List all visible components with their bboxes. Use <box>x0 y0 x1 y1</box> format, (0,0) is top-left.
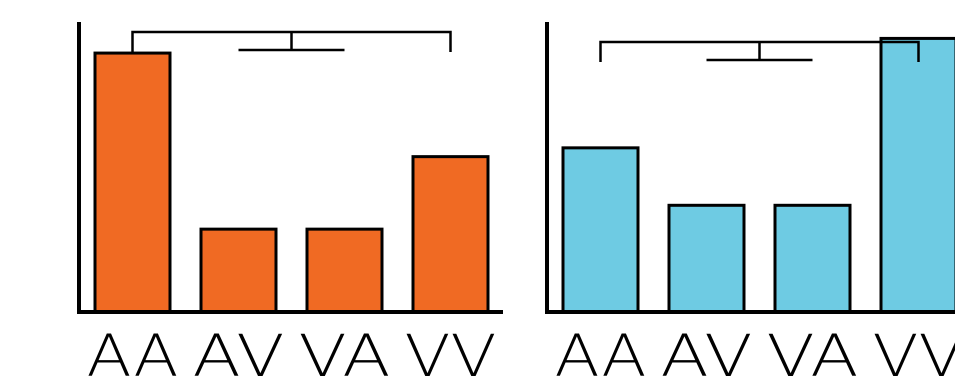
x-tick-label-vv: VV <box>405 322 497 388</box>
x-tick-label-av: AV <box>661 322 753 388</box>
comparison-bracket <box>599 40 920 62</box>
bar-vv <box>411 155 490 314</box>
x-tick-label-vv: VV <box>873 322 955 388</box>
x-tick-label-aa: AA <box>555 322 647 388</box>
bar-aa <box>561 146 640 314</box>
bar-av <box>199 227 278 314</box>
left-bar-chart: AA AV VA VV <box>77 22 503 388</box>
bar-va <box>773 203 852 314</box>
bar-vv <box>879 36 955 314</box>
right-bar-chart: AA AV VA VV <box>545 22 955 388</box>
x-tick-label-av: AV <box>193 322 285 388</box>
bar-va <box>305 227 384 314</box>
bar-aa <box>93 51 172 314</box>
x-tick-label-va: VA <box>299 322 391 388</box>
x-tick-label-aa: AA <box>87 322 179 388</box>
x-tick-label-va: VA <box>767 322 859 388</box>
bar-av <box>667 203 746 314</box>
comparison-bracket <box>131 30 452 52</box>
